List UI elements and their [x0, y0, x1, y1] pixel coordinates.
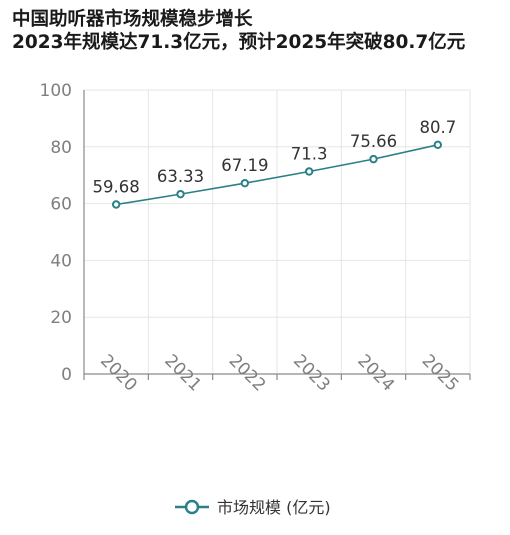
data-label: 75.66 — [350, 132, 397, 151]
y-tick-label: 40 — [50, 251, 72, 271]
data-labels: 59.68 63.33 67.19 71.3 75.66 80.7 — [93, 118, 457, 197]
x-tick-label: 2022 — [225, 351, 270, 396]
y-tick-label: 80 — [50, 138, 72, 158]
data-point — [111, 200, 121, 209]
data-point — [176, 189, 185, 199]
x-tick-label: 2023 — [289, 351, 334, 396]
x-tick-label: 2020 — [96, 351, 141, 396]
data-label: 80.7 — [419, 118, 456, 137]
series-line — [116, 144, 439, 206]
y-tick-label: 20 — [50, 308, 72, 328]
axes — [83, 90, 471, 380]
x-tick-label: 2025 — [418, 351, 463, 396]
y-tick-labels: 0 20 40 60 80 100 — [40, 81, 72, 385]
data-point — [240, 178, 250, 188]
data-point — [304, 167, 314, 176]
x-tick-labels: 2020 2021 2022 2023 2024 2025 — [96, 351, 462, 396]
y-tick-label: 100 — [40, 81, 72, 101]
title-line-1: 中国助听器市场规模稳步增长 — [12, 9, 253, 30]
legend-label: 市场规模 (亿元) — [217, 498, 331, 517]
data-point — [433, 140, 443, 150]
data-point — [369, 154, 378, 164]
grid-lines — [84, 89, 471, 374]
data-label: 67.19 — [221, 156, 268, 175]
data-label: 71.3 — [291, 145, 328, 164]
x-tick-label: 2021 — [160, 351, 205, 396]
data-label: 63.33 — [157, 167, 204, 186]
x-tick-label: 2024 — [353, 351, 398, 396]
legend-marker-icon — [184, 499, 200, 515]
data-label: 59.68 — [93, 178, 140, 197]
series-market-size — [111, 140, 443, 209]
y-tick-label: 0 — [61, 365, 72, 385]
legend[interactable]: 市场规模 (亿元) — [175, 498, 331, 517]
chart-title: 中国助听器市场规模稳步增长 2023年规模达71.3亿元，预计2025年突破80… — [12, 8, 502, 54]
y-tick-label: 60 — [50, 195, 72, 215]
title-line-2: 2023年规模达71.3亿元，预计2025年突破80.7亿元 — [12, 32, 466, 53]
